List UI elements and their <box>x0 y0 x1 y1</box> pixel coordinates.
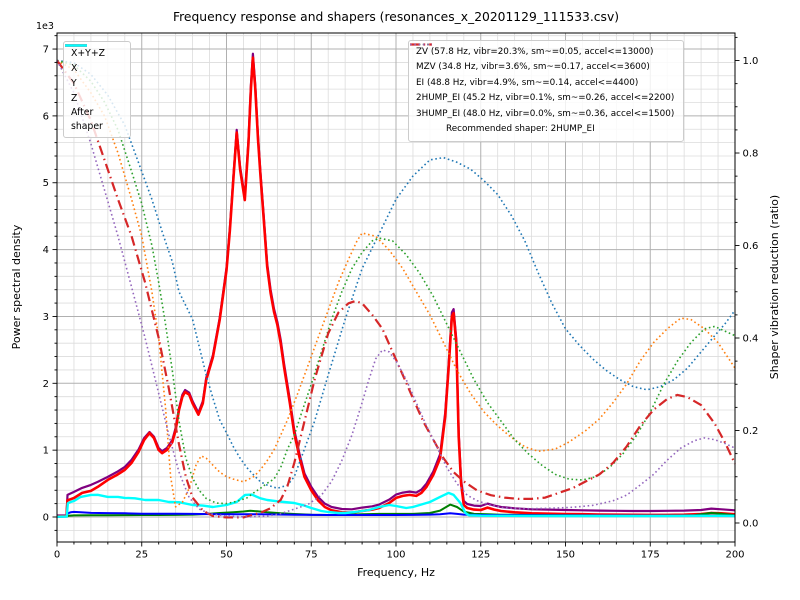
series-3hump_ei-line <box>56 60 736 518</box>
series-after-shaper-line <box>56 491 736 518</box>
legend-label: Z <box>71 93 78 104</box>
x-tick-label: 0 <box>54 550 60 561</box>
x-tick-label: 175 <box>641 550 660 561</box>
legend-line-sample <box>410 43 432 46</box>
x-tick-label: 200 <box>725 550 744 561</box>
legend-label: ZV (57.8 Hz, vibr=20.3%, sm~=0.05, accel… <box>416 47 654 57</box>
y-right-tick-label: 1.0 <box>743 56 759 67</box>
y-right-tick-label: 0.8 <box>743 149 759 160</box>
x-tick-label: 100 <box>386 550 405 561</box>
y-left-tick-label: 2 <box>43 379 49 390</box>
x-tick-label: 50 <box>220 550 233 561</box>
x-tick-label: 25 <box>135 550 148 561</box>
y-left-tick-label: 1 <box>43 446 49 457</box>
y-right-axis-label: Shaper vibration reduction (ratio) <box>768 195 781 379</box>
y-right-tick-label: 0.2 <box>743 426 759 437</box>
legend-shapers: ZV (57.8 Hz, vibr=20.3%, sm~=0.05, accel… <box>408 40 685 143</box>
legend-label: EI (48.8 Hz, vibr=4.9%, sm~=0.14, accel<… <box>416 77 639 88</box>
legend-label: X+Y+Z <box>71 48 105 59</box>
x-tick-label: 150 <box>556 550 575 561</box>
y-left-tick-label: 4 <box>43 245 49 256</box>
legend-label: 3HUMP_EI (48.0 Hz, vibr=0.0%, sm~=0.36, … <box>416 108 675 119</box>
y-left-tick-label: 0 <box>43 512 49 523</box>
recommended-shaper-note: Recommended shaper: 2HUMP_EI <box>446 124 595 135</box>
y-right-tick-label: 0.0 <box>743 518 759 529</box>
legend-item-2hump_ei: 2HUMP_EI (45.2 Hz, vibr=0.1%, sm~=0.26, … <box>410 43 675 106</box>
y-left-axis-label: Power spectral density <box>10 224 23 349</box>
legend-label: After shaper <box>71 107 103 132</box>
legend-item-x: X <box>65 44 121 76</box>
legend-item-z: Z <box>65 44 121 106</box>
legend-line-sample <box>410 43 432 46</box>
y-left-tick-label: 5 <box>43 178 49 189</box>
y-left-tick-label: 3 <box>43 312 49 323</box>
tick-marks <box>52 35 740 547</box>
y-left-offset-label: 1e3 <box>36 21 54 32</box>
y-left-tick-label: 7 <box>43 45 49 56</box>
legend-line-sample <box>65 44 87 47</box>
tick-labels: 0 25 50 75 100 125 150 175 200 0 1 2 3 4 5 6 7 0.0 0.2 0.4 0… <box>43 45 759 561</box>
legend-item-3hump_ei: 3HUMP_EI (48.0 Hz, vibr=0.0%, sm~=0.36, … <box>410 43 675 122</box>
legend-label: 2HUMP_EI (45.2 Hz, vibr=0.1%, sm~=0.26, … <box>416 93 675 104</box>
x-tick-label: 75 <box>305 550 318 561</box>
legend-item-zv: ZV (57.8 Hz, vibr=20.3%, sm~=0.05, accel… <box>410 43 674 60</box>
legend-label: X <box>71 63 78 74</box>
series-x-line <box>56 56 736 518</box>
series-group <box>56 52 736 519</box>
legend-psd: X+Y+Z X Y Z After shaper <box>63 41 131 138</box>
series-2hump_ei-line <box>56 59 736 519</box>
legend-label: MZV (34.8 Hz, vibr=3.6%, sm~=0.17, accel… <box>416 62 650 73</box>
legend-item-y: Y <box>65 44 121 91</box>
legend-item-after: After shaper <box>65 44 121 133</box>
x-axis-label: Frequency, Hz <box>357 566 435 579</box>
x-tick-label: 125 <box>471 550 490 561</box>
y-right-tick-label: 0.6 <box>743 241 759 252</box>
chart-title: Frequency response and shapers (resonanc… <box>173 10 619 24</box>
legend-item-mzv: MZV (34.8 Hz, vibr=3.6%, sm~=0.17, accel… <box>410 43 674 75</box>
legend-item-ei: EI (48.8 Hz, vibr=4.9%, sm~=0.14, accel<… <box>410 43 674 91</box>
legend-label: Y <box>71 78 77 89</box>
y-left-tick-label: 6 <box>43 111 49 122</box>
recommended-shaper-row: Recommended shaper: 2HUMP_EI <box>416 122 674 137</box>
series-ei-line <box>56 59 736 505</box>
y-right-tick-label: 0.4 <box>743 334 759 345</box>
